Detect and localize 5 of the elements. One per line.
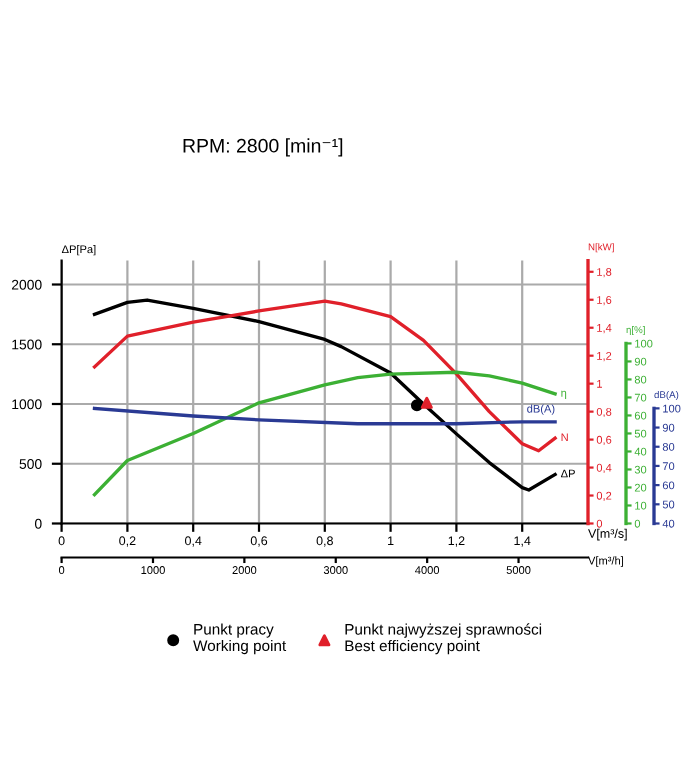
line-series [92,299,557,453]
line-series [92,298,557,492]
line-series [92,406,557,426]
line-series [92,370,557,497]
chart-title: RPM: 2800 [min⁻¹] [183,138,343,157]
